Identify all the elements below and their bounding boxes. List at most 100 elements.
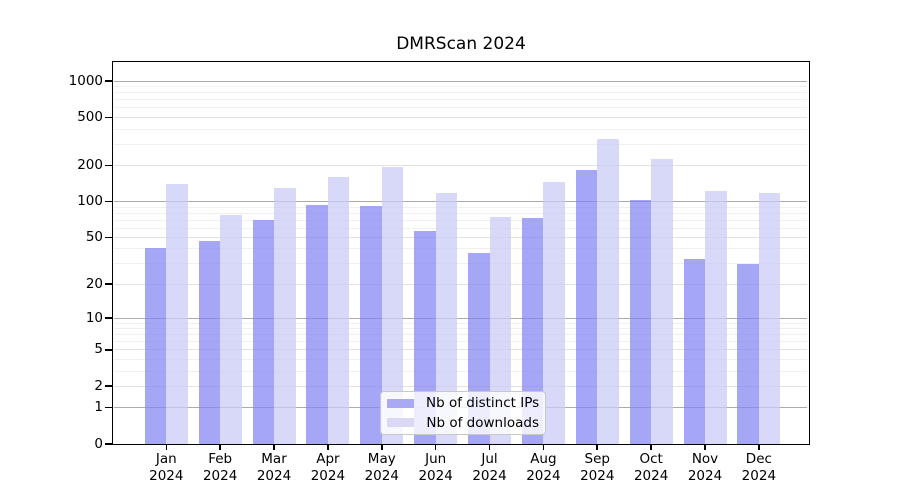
- legend-label-downloads: Nb of downloads: [426, 414, 539, 431]
- y-tick-mark: [105, 317, 112, 319]
- legend-label-distinct-ips: Nb of distinct IPs: [426, 395, 540, 412]
- x-tick-mark: [273, 445, 275, 450]
- gridline-minor: [114, 92, 807, 94]
- legend-swatch-distinct-ips: [387, 398, 414, 408]
- y-tick-label: 1000: [68, 72, 103, 89]
- x-tick-label: Oct 2024: [633, 451, 669, 484]
- bar-downloads: [327, 177, 350, 444]
- x-tick-mark: [165, 445, 168, 450]
- gridline-minor: [114, 370, 807, 372]
- gridline-major: [114, 80, 807, 82]
- x-tick-label: Nov 2024: [687, 451, 723, 484]
- y-tick-label: 2: [94, 377, 103, 394]
- gridline-minor: [114, 99, 807, 101]
- bar-distinct-ips: [629, 200, 652, 444]
- gridline-minor: [114, 263, 807, 265]
- bar-downloads: [758, 192, 781, 444]
- y-tick-mark: [105, 283, 112, 285]
- bar-downloads: [381, 166, 404, 444]
- bar-downloads: [705, 190, 727, 444]
- bar-downloads: [274, 187, 296, 444]
- bar-distinct-ips: [521, 217, 544, 444]
- x-tick-label: Jun 2024: [418, 451, 453, 484]
- x-tick-mark: [596, 445, 599, 450]
- gridline-minor: [114, 341, 807, 343]
- gridline-sub: [114, 236, 807, 238]
- y-tick-label: 5: [94, 341, 103, 358]
- x-tick-label: Feb 2024: [202, 451, 238, 484]
- x-tick-mark: [327, 445, 329, 450]
- gridline-minor: [114, 128, 807, 130]
- bar-downloads: [543, 181, 565, 444]
- y-tick-mark: [105, 236, 112, 239]
- bar-distinct-ips: [737, 263, 759, 444]
- bar-downloads: [651, 158, 673, 444]
- gridline-minor: [114, 227, 807, 229]
- x-tick-mark: [434, 445, 437, 450]
- y-tick-label: 0: [94, 435, 103, 452]
- bar-distinct-ips: [575, 169, 598, 444]
- x-tick-label: Aug 2024: [526, 451, 561, 484]
- gridline-minor: [114, 328, 807, 330]
- x-tick-label: Mar 2024: [256, 451, 292, 484]
- legend-item-distinct-ips: Nb of distinct IPs: [387, 395, 539, 412]
- bar-distinct-ips: [198, 240, 221, 444]
- x-tick-mark: [758, 445, 760, 450]
- bar-distinct-ips: [252, 220, 275, 444]
- gridline-sub: [114, 349, 807, 351]
- bar-downloads: [435, 192, 458, 444]
- gridline-sub: [114, 164, 807, 166]
- gridline-minor: [114, 143, 807, 145]
- y-tick-label: 100: [77, 193, 103, 210]
- y-tick-mark: [105, 116, 112, 119]
- x-tick-mark: [488, 445, 491, 450]
- legend-item-downloads: Nb of downloads: [387, 415, 539, 432]
- bar-distinct-ips: [360, 205, 382, 444]
- gridline-sub: [114, 385, 807, 387]
- y-tick-mark: [105, 349, 112, 351]
- x-tick-label: May 2024: [364, 451, 399, 484]
- x-tick-mark: [542, 445, 545, 450]
- y-tick-mark: [105, 80, 112, 82]
- x-tick-mark: [219, 445, 221, 450]
- gridline-minor: [114, 107, 807, 109]
- x-tick-mark: [380, 445, 383, 450]
- x-tick-label: Jan 2024: [149, 451, 184, 484]
- gridline-major: [114, 317, 807, 319]
- gridline-major: [114, 201, 807, 203]
- x-tick-mark: [650, 445, 652, 450]
- bar-downloads: [220, 214, 242, 444]
- gridline-minor: [114, 322, 807, 324]
- bar-distinct-ips: [144, 247, 167, 444]
- legend: Nb of distinct IPs Nb of downloads: [380, 391, 546, 435]
- bar-distinct-ips: [683, 258, 705, 444]
- y-tick-mark: [105, 406, 112, 409]
- gridline-minor: [114, 219, 807, 221]
- bar-distinct-ips: [414, 230, 436, 444]
- y-tick-mark: [105, 164, 112, 167]
- y-tick-label: 1: [94, 399, 103, 416]
- gridline-minor: [114, 86, 807, 88]
- y-tick-label: 20: [85, 275, 103, 292]
- bar-downloads: [166, 184, 188, 444]
- y-tick-label: 500: [77, 108, 103, 125]
- bar-distinct-ips: [306, 205, 328, 444]
- x-tick-label: Dec 2024: [741, 451, 777, 484]
- gridline-sub: [114, 283, 807, 285]
- y-tick-label: 200: [77, 156, 103, 173]
- bar-downloads: [597, 139, 619, 444]
- gridline-sub: [114, 116, 807, 118]
- x-tick-mark: [704, 445, 706, 450]
- gridline-minor: [114, 248, 807, 250]
- y-tick-label: 10: [85, 309, 103, 326]
- y-tick-mark: [105, 443, 112, 445]
- chart-title: DMRScan 2024: [396, 34, 526, 54]
- legend-swatch-downloads: [387, 418, 414, 428]
- gridline-minor: [114, 212, 807, 214]
- y-tick-label: 50: [85, 228, 103, 245]
- x-tick-label: Jul 2024: [472, 451, 507, 484]
- gridline-minor: [114, 206, 807, 208]
- x-tick-label: Sep 2024: [580, 451, 615, 484]
- y-tick-mark: [105, 385, 112, 388]
